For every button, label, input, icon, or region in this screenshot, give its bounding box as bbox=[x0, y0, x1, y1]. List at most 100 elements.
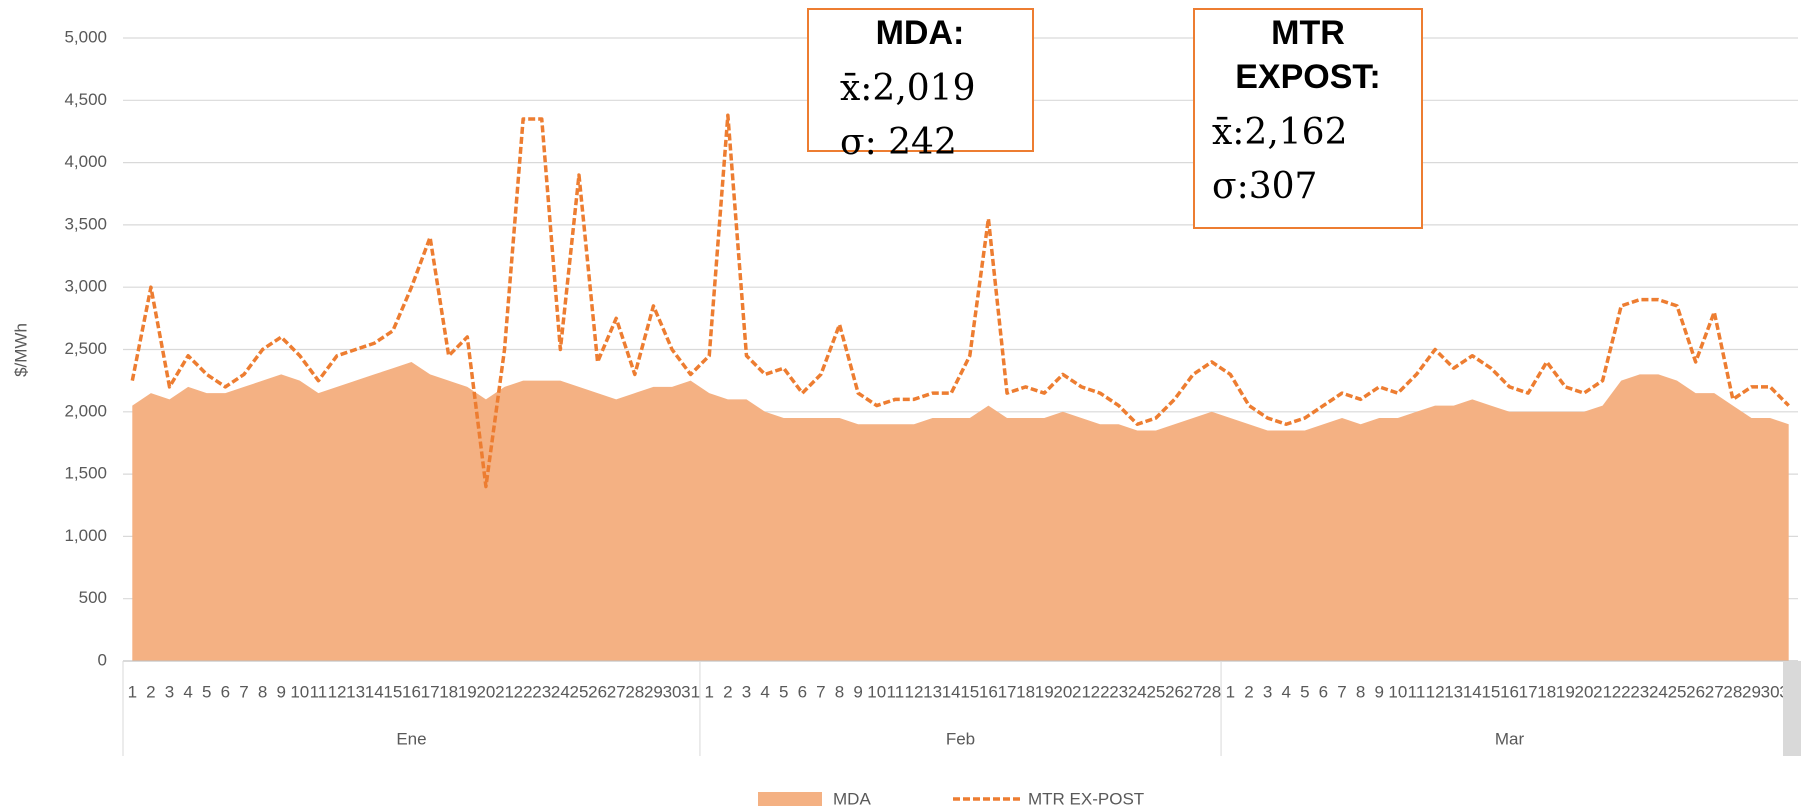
x-tick-label: 8 bbox=[835, 682, 844, 701]
y-tick-label: 0 bbox=[98, 650, 107, 669]
x-tick-label: 16 bbox=[1500, 682, 1519, 701]
y-tick-label: 1,500 bbox=[64, 464, 107, 483]
x-tick-label: 9 bbox=[1375, 682, 1384, 701]
area bbox=[132, 362, 1788, 661]
x-tick-label: 3 bbox=[1263, 682, 1272, 701]
x-tick-label: 23 bbox=[532, 682, 551, 701]
x-group-label: Ene bbox=[396, 729, 426, 748]
x-tick-label: 24 bbox=[1128, 682, 1147, 701]
x-tick-label: 21 bbox=[495, 682, 514, 701]
x-tick-label: 26 bbox=[1165, 682, 1184, 701]
x-tick-label: 14 bbox=[1463, 682, 1482, 701]
x-tick-label: 19 bbox=[458, 682, 477, 701]
y-tick-label: 2,000 bbox=[64, 401, 107, 420]
y-tick-label: 4,500 bbox=[64, 90, 107, 109]
y-tick-label: 5,000 bbox=[64, 27, 107, 46]
x-tick-label: 2 bbox=[146, 682, 155, 701]
x-tick-label: 1 bbox=[128, 682, 137, 701]
x-tick-label: 10 bbox=[867, 682, 886, 701]
x-tick-label: 13 bbox=[346, 682, 365, 701]
x-tick-label: 21 bbox=[1072, 682, 1091, 701]
x-tick-label: 5 bbox=[779, 682, 788, 701]
x-tick-label: 29 bbox=[644, 682, 663, 701]
x-tick-label: 9 bbox=[276, 682, 285, 701]
x-tick-label: 6 bbox=[798, 682, 807, 701]
x-tick-label: 15 bbox=[960, 682, 979, 701]
x-tick-label: 23 bbox=[1630, 682, 1649, 701]
x-tick-label: 28 bbox=[1202, 682, 1221, 701]
x-tick-label: 9 bbox=[853, 682, 862, 701]
scroll-bar bbox=[1783, 661, 1801, 756]
x-tick-label: 11 bbox=[1408, 682, 1426, 701]
x-tick-label: 6 bbox=[221, 682, 230, 701]
x-tick-label: 25 bbox=[1668, 682, 1687, 701]
x-tick-label: 12 bbox=[1426, 682, 1445, 701]
annotation-line: σ:307 bbox=[1212, 166, 1317, 207]
x-tick-label: 2 bbox=[723, 682, 732, 701]
x-tick-label: 27 bbox=[1705, 682, 1724, 701]
x-tick-label: 1 bbox=[705, 682, 714, 701]
x-tick-label: 7 bbox=[816, 682, 825, 701]
x-tick-label: 16 bbox=[979, 682, 998, 701]
x-tick-label: 2 bbox=[1244, 682, 1253, 701]
y-tick-label: 500 bbox=[79, 588, 107, 607]
x-tick-label: 8 bbox=[258, 682, 267, 701]
x-tick-label: 5 bbox=[202, 682, 211, 701]
x-group-label: Feb bbox=[946, 729, 975, 748]
annotation-title: MTR bbox=[1271, 14, 1345, 52]
x-tick-label: 21 bbox=[1593, 682, 1612, 701]
x-tick-label: 20 bbox=[1053, 682, 1072, 701]
x-tick-label: 20 bbox=[476, 682, 495, 701]
x-tick-label: 16 bbox=[402, 682, 421, 701]
x-tick-label: 25 bbox=[570, 682, 589, 701]
x-tick-label: 26 bbox=[1686, 682, 1705, 701]
x-tick-label: 22 bbox=[514, 682, 533, 701]
x-tick-label: 11 bbox=[887, 682, 905, 701]
x-tick-label: 3 bbox=[742, 682, 751, 701]
x-tick-label: 24 bbox=[551, 682, 570, 701]
y-tick-label: 3,500 bbox=[64, 214, 107, 233]
x-tick-label: 4 bbox=[183, 682, 192, 701]
x-tick-label: 18 bbox=[1537, 682, 1556, 701]
x-tick-label: 17 bbox=[421, 682, 440, 701]
x-tick-label: 19 bbox=[1035, 682, 1054, 701]
x-tick-label: 8 bbox=[1356, 682, 1365, 701]
x-tick-label: 31 bbox=[681, 682, 700, 701]
y-tick-label: 3,000 bbox=[64, 277, 107, 296]
x-tick-label: 5 bbox=[1300, 682, 1309, 701]
x-tick-label: 10 bbox=[290, 682, 309, 701]
x-tick-label: 27 bbox=[607, 682, 626, 701]
x-tick-label: 13 bbox=[1444, 682, 1463, 701]
x-tick-label: 27 bbox=[1184, 682, 1203, 701]
x-tick-label: 12 bbox=[328, 682, 347, 701]
y-axis-title: $/MWh bbox=[11, 323, 30, 377]
x-tick-label: 4 bbox=[1281, 682, 1290, 701]
x-tick-label: 7 bbox=[239, 682, 248, 701]
y-tick-label: 4,000 bbox=[64, 152, 107, 171]
annotation-title: MDA: bbox=[876, 14, 965, 52]
x-tick-label: 28 bbox=[1723, 682, 1742, 701]
x-tick-label: 20 bbox=[1575, 682, 1594, 701]
x-tick-label: 6 bbox=[1319, 682, 1328, 701]
x-tick-label: 15 bbox=[383, 682, 402, 701]
legend-label: MTR EX-POST bbox=[1028, 789, 1144, 808]
annotation-line: σ: 242 bbox=[840, 122, 957, 163]
chart: $/MWh 05001,0001,5002,0002,5003,0003,500… bbox=[0, 0, 1810, 810]
annotation-line: x̄:2,162 bbox=[1212, 112, 1348, 153]
x-tick-label: 1 bbox=[1226, 682, 1235, 701]
x-tick-label: 11 bbox=[310, 682, 328, 701]
x-tick-label: 25 bbox=[1146, 682, 1165, 701]
x-tick-label: 4 bbox=[760, 682, 769, 701]
x-tick-label: 10 bbox=[1388, 682, 1407, 701]
x-tick-label: 22 bbox=[1091, 682, 1110, 701]
x-tick-label: 17 bbox=[998, 682, 1017, 701]
x-tick-label: 14 bbox=[365, 682, 384, 701]
legend-swatch bbox=[758, 792, 822, 806]
x-tick-label: 13 bbox=[923, 682, 942, 701]
x-group-label: Mar bbox=[1495, 729, 1525, 748]
x-tick-label: 12 bbox=[905, 682, 924, 701]
annotation-line: x̄:2,019 bbox=[840, 68, 976, 109]
legend-label: MDA bbox=[833, 789, 871, 808]
x-tick-label: 29 bbox=[1742, 682, 1761, 701]
x-tick-label: 18 bbox=[439, 682, 458, 701]
